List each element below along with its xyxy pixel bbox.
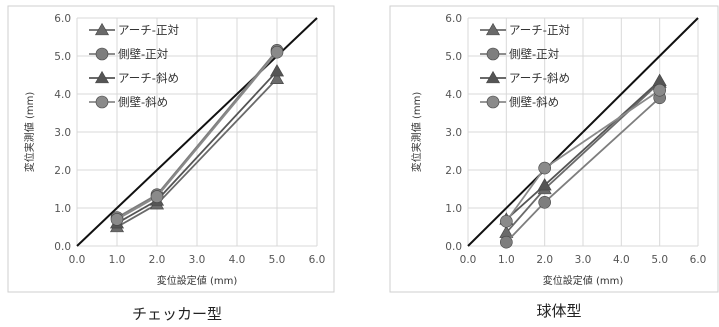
y-tick-label: 4.0 — [445, 89, 462, 101]
y-axis-label: 変位実測値 (mm) — [23, 92, 36, 173]
legend-marker — [485, 70, 501, 84]
data-point — [270, 45, 284, 59]
legend-marker — [485, 22, 501, 36]
x-tick-label: 1.0 — [498, 254, 515, 266]
legend-label: 側壁-正対 — [118, 47, 169, 61]
x-tick-label: 5.0 — [269, 254, 286, 266]
data-point — [653, 83, 666, 97]
caption-checker: チェッカー型 — [131, 305, 222, 323]
x-tick-label: 6.0 — [309, 254, 326, 266]
y-tick-label: 5.0 — [445, 51, 462, 63]
legend-marker — [95, 47, 109, 61]
legend-label: 側壁-斜め — [118, 95, 168, 109]
y-tick-label: 4.0 — [54, 89, 71, 101]
y-tick-label: 3.0 — [54, 127, 71, 139]
legend-marker — [486, 95, 500, 109]
chart-checker: 0.0 1.0 2.0 3.0 4.0 5.0 6.0 0.0 1.0 2.0 3.0 4.0 5.0 6… — [7, 5, 335, 293]
x-axis-label: 変位設定値 (mm) — [543, 274, 624, 287]
chart-panel-sphere: 0.0 1.0 2.0 3.0 4.0 5.0 6.0 0.0 1.0 2.0 3.0 4.0 5.0 6… — [380, 0, 719, 300]
x-tick-label: 5.0 — [651, 254, 668, 266]
x-tick-label: 6.0 — [690, 254, 707, 266]
legend-marker — [94, 22, 110, 36]
legend-marker — [94, 70, 110, 84]
legend-label: 側壁-斜め — [509, 95, 559, 109]
data-point — [150, 190, 164, 203]
x-tick-label: 0.0 — [460, 254, 477, 266]
chart-sphere: 0.0 1.0 2.0 3.0 4.0 5.0 6.0 0.0 1.0 2.0 3.0 4.0 5.0 6… — [389, 5, 719, 293]
data-point — [110, 213, 124, 226]
legend-label: アーチ-正対 — [509, 23, 570, 37]
y-tick-label: 0.0 — [445, 241, 462, 253]
chart-panel-checker: 0.0 1.0 2.0 3.0 4.0 5.0 6.0 0.0 1.0 2.0 3.0 4.0 5.0 6… — [0, 0, 340, 300]
x-tick-label: 3.0 — [189, 254, 206, 266]
y-tick-label: 1.0 — [445, 203, 462, 215]
data-point — [500, 215, 513, 228]
x-tick-label: 4.0 — [613, 254, 630, 266]
x-tick-label: 2.0 — [149, 254, 166, 266]
y-tick-label: 0.0 — [54, 241, 71, 253]
y-tick-label: 1.0 — [54, 203, 71, 215]
x-tick-label: 0.0 — [69, 254, 86, 266]
legend-label: アーチ-正対 — [118, 23, 179, 37]
data-point — [537, 178, 552, 191]
legend-marker — [486, 47, 500, 61]
caption-sphere: 球体型 — [536, 302, 582, 320]
y-axis-label: 変位実測値 (mm) — [410, 92, 423, 173]
legend-label: 側壁-正対 — [509, 47, 560, 61]
legend-label: アーチ-斜め — [509, 71, 570, 85]
x-tick-label: 3.0 — [575, 254, 592, 266]
legend-label: アーチ-斜め — [118, 71, 179, 85]
x-tick-label: 2.0 — [536, 254, 553, 266]
y-tick-label: 5.0 — [54, 51, 71, 63]
y-tick-label: 3.0 — [445, 127, 462, 139]
x-tick-label: 1.0 — [109, 254, 126, 266]
data-point — [269, 71, 285, 84]
data-point — [500, 235, 513, 249]
legend-marker — [95, 95, 109, 109]
data-point — [538, 196, 551, 209]
y-tick-label: 6.0 — [54, 13, 71, 25]
data-point — [269, 64, 285, 77]
series-3 — [110, 45, 284, 226]
x-axis-label: 変位設定値 (mm) — [157, 274, 238, 287]
data-point — [538, 161, 551, 175]
x-tick-label: 4.0 — [229, 254, 246, 266]
y-tick-label: 2.0 — [54, 165, 71, 177]
y-tick-label: 6.0 — [445, 13, 462, 25]
reference-line — [467, 17, 699, 247]
series-3 — [500, 83, 666, 228]
y-tick-label: 2.0 — [445, 165, 462, 177]
